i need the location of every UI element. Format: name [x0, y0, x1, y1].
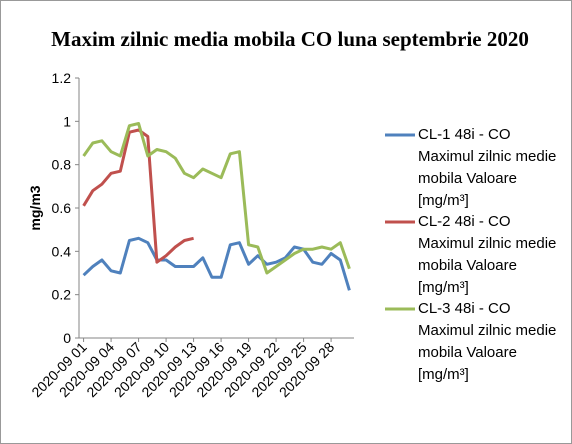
- y-tick-label: 0.4: [52, 243, 72, 259]
- y-tick-label: 0: [63, 330, 71, 346]
- legend-label: CL-3 48i - CO Maximul zilnic medie mobil…: [418, 300, 557, 383]
- y-axis-label: mg/m3: [27, 185, 43, 230]
- chart-title: Maxim zilnic media mobila CO luna septem…: [51, 27, 529, 51]
- series-line: [82, 122, 351, 275]
- y-tick-label: 0.2: [52, 287, 72, 303]
- y-tick-label: 0.6: [52, 200, 72, 216]
- series-line: [82, 128, 194, 264]
- legend-label: CL-1 48i - CO Maximul zilnic medie mobil…: [418, 126, 557, 209]
- legend-label: CL-2 48i - CO Maximul zilnic medie mobil…: [418, 213, 557, 296]
- y-tick-label: 1: [63, 113, 71, 129]
- y-tick-label: 0.8: [52, 157, 72, 173]
- series-line: [82, 236, 351, 291]
- y-tick-label: 1.2: [52, 70, 72, 86]
